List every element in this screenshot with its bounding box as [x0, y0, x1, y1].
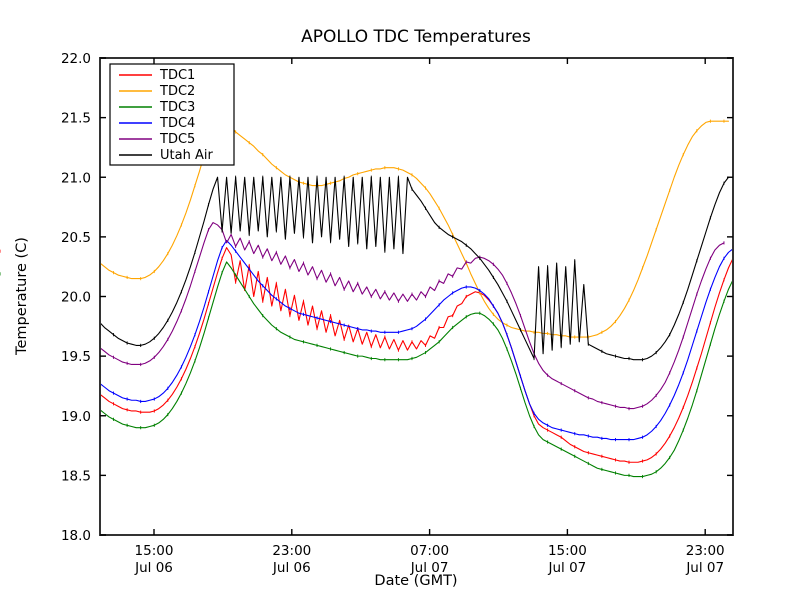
y-tick-label: 19.0: [61, 409, 91, 425]
x-tick-label-time: 07:00: [410, 543, 449, 559]
x-tick-label-date: Jul 07: [548, 560, 587, 576]
legend-label-tdc5: TDC5: [159, 132, 195, 147]
x-tick-label-time: 23:00: [686, 543, 725, 559]
legend-label-tdc2: TDC2: [159, 84, 195, 99]
chart-title: APOLLO TDC Temperatures: [301, 27, 531, 47]
x-tick-label-date: Jul 07: [685, 560, 724, 576]
legend-label-tdc3: TDC3: [159, 100, 195, 115]
y-tick-label: 18.5: [61, 468, 91, 484]
series-line-tdc1: [99, 247, 734, 463]
legend-label-utah-air: Utah Air: [160, 148, 213, 163]
x-tick-label-time: 15:00: [548, 543, 587, 559]
data-series-layer: [0, 116, 734, 479]
y-tick-label: 20.0: [61, 290, 91, 306]
series-line-tdc4: [99, 239, 734, 441]
y-tick-label: 20.5: [61, 230, 91, 246]
y-tick-label: 19.5: [61, 349, 91, 365]
legend-label-tdc1: TDC1: [159, 68, 195, 83]
axis-ticks-layer: 18.0 18.5 19.0 19.5 20.0 20.5 21.0 21.5 22.0 15:0…: [61, 51, 733, 576]
series-markers-tdc1: [0, 249, 725, 464]
y-tick-label: 22.0: [61, 51, 91, 67]
legend-label-tdc4: TDC4: [159, 116, 195, 131]
x-tick-label-time: 23:00: [272, 543, 311, 559]
y-tick-label: 18.0: [61, 528, 91, 544]
x-tick-label-date: Jul 06: [134, 560, 173, 576]
series-markers-tdc3: [0, 271, 725, 479]
x-tick-label-time: 15:00: [135, 543, 174, 559]
series-markers-utah-air: [99, 175, 725, 362]
x-axis-label: Date (GMT): [374, 573, 457, 589]
y-tick-label: 21.5: [61, 111, 91, 127]
x-tick-label-date: Jul 07: [410, 560, 449, 576]
y-tick-label: 21.0: [61, 170, 91, 186]
x-tick-label-date: Jul 06: [272, 560, 311, 576]
series-line-utah-air: [99, 176, 730, 361]
y-axis-label: Temperature (C): [14, 237, 30, 356]
series-line-tdc3: [99, 261, 734, 478]
